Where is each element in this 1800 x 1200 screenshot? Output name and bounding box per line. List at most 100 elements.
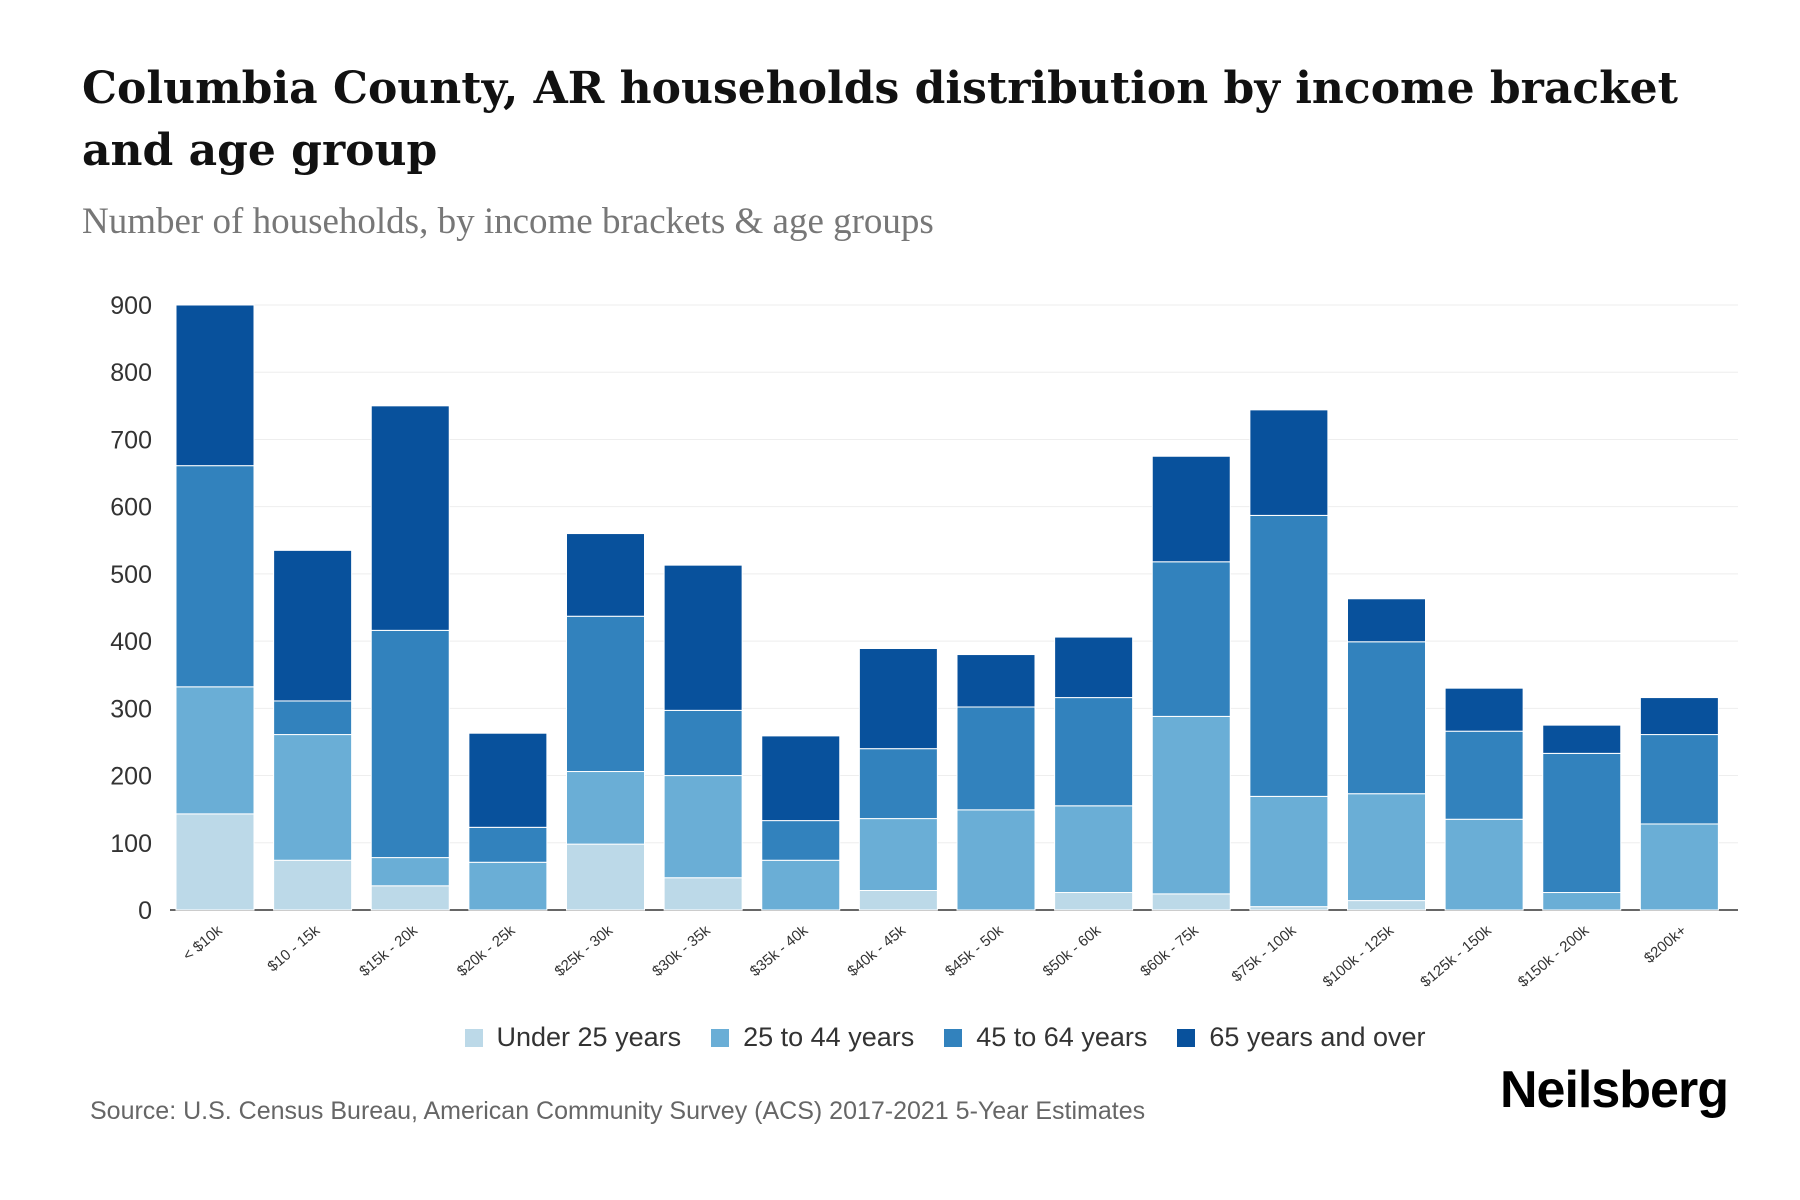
- x-tick-label: $10 - 15k: [264, 922, 323, 976]
- x-tick-label: $200k+: [1641, 922, 1690, 967]
- bar-segment-under-25-years: [566, 843, 645, 911]
- bar-segment-65-years-and-over: [175, 304, 255, 467]
- bar-segment-under-25-years: [1347, 900, 1426, 911]
- bar-segment-65-years-and-over: [1347, 598, 1426, 643]
- bar-segment-45-to-64-years: [663, 709, 743, 777]
- y-tick-label: 500: [110, 561, 152, 589]
- bar-segment-25-to-44-years: [1151, 715, 1231, 895]
- bar-segment-45-to-64-years: [468, 826, 548, 863]
- y-tick-label: 600: [110, 494, 152, 522]
- x-tick-label: $35k - 40k: [747, 922, 812, 980]
- bar-segment-65-years-and-over: [1054, 636, 1134, 699]
- bar-segment-65-years-and-over: [273, 549, 353, 702]
- neilsberg-logo: Neilsberg: [1500, 1061, 1729, 1119]
- x-tick-label: $60k - 75k: [1137, 922, 1202, 980]
- bar-segment-65-years-and-over: [1542, 724, 1622, 754]
- legend-label: 45 to 64 years: [976, 1022, 1148, 1052]
- bar-segment-25-to-44-years: [761, 859, 841, 911]
- x-tick-label: < $10k: [180, 922, 226, 965]
- bar-segment-65-years-and-over: [761, 735, 841, 822]
- bar-segment-under-25-years: [175, 813, 255, 911]
- x-tick-label: $30k - 35k: [649, 922, 714, 980]
- y-tick-label: 400: [110, 628, 152, 656]
- y-tick-label: 700: [110, 426, 152, 454]
- chart-title: Columbia County, AR households distribut…: [82, 63, 1678, 176]
- y-tick-label: 100: [110, 830, 152, 858]
- bar-segment-under-25-years: [273, 859, 353, 911]
- bar-segment-45-to-64-years: [370, 629, 450, 859]
- bar-segment-25-to-44-years: [1347, 793, 1426, 902]
- bar-segment-45-to-64-years: [273, 700, 353, 736]
- bar-segment-45-to-64-years: [956, 706, 1036, 811]
- y-tick-label: 900: [110, 292, 152, 320]
- bar-segment-25-to-44-years: [175, 686, 255, 815]
- bar-segment-65-years-and-over: [566, 533, 645, 617]
- y-tick-label: 300: [110, 695, 152, 723]
- bar-segment-25-to-44-years: [663, 775, 743, 879]
- chart-subtitle: Number of households, by income brackets…: [82, 201, 934, 242]
- bar-segment-25-to-44-years: [956, 809, 1036, 911]
- bar-segment-45-to-64-years: [175, 465, 255, 688]
- legend: Under 25 years 25 to 44 years 45 to 64 yea…: [0, 1022, 1800, 1053]
- bar-segment-65-years-and-over: [663, 564, 743, 711]
- legend-label: Under 25 years: [496, 1022, 682, 1052]
- bar-segment-45-to-64-years: [1151, 561, 1231, 717]
- legend-label: 65 years and over: [1209, 1022, 1426, 1052]
- legend-item: 25 to 44 years: [711, 1022, 914, 1053]
- bar-segment-25-to-44-years: [1639, 823, 1719, 911]
- x-tick-label: $45k - 50k: [942, 922, 1007, 980]
- x-tick-label: $15k - 20k: [356, 922, 421, 980]
- legend-swatch: [711, 1028, 730, 1047]
- legend-item: 65 years and over: [1177, 1022, 1426, 1053]
- legend-swatch: [464, 1028, 483, 1047]
- bar-segment-25-to-44-years: [1054, 805, 1134, 894]
- legend-swatch: [1177, 1028, 1196, 1047]
- bar-segment-45-to-64-years: [1249, 514, 1329, 797]
- bar-segment-25-to-44-years: [1542, 892, 1622, 911]
- x-tick-label: $100k - 125k: [1320, 922, 1398, 991]
- x-tick-label: $25k - 30k: [551, 922, 616, 980]
- bar-segment-under-25-years: [370, 885, 450, 911]
- bar-segment-65-years-and-over: [1249, 409, 1329, 516]
- bar-segment-25-to-44-years: [468, 861, 548, 911]
- x-tick-label: $75k - 100k: [1228, 922, 1299, 986]
- x-tick-label: $50k - 60k: [1040, 922, 1105, 980]
- bar-segment-under-25-years: [1054, 892, 1134, 911]
- legend-item: Under 25 years: [464, 1022, 682, 1053]
- bar-segment-25-to-44-years: [1444, 818, 1524, 911]
- bar-segment-65-years-and-over: [1151, 455, 1231, 563]
- bar-segment-under-25-years: [663, 877, 743, 911]
- bar-segment-65-years-and-over: [1639, 697, 1719, 736]
- y-tick-label: 0: [138, 897, 152, 925]
- bar-segment-65-years-and-over: [370, 405, 450, 631]
- bar-segment-under-25-years: [1249, 906, 1329, 911]
- bar-segment-under-25-years: [1151, 893, 1231, 911]
- bar-segment-65-years-and-over: [1444, 687, 1524, 732]
- bar-segment-45-to-64-years: [1639, 734, 1719, 825]
- bar-segment-25-to-44-years: [273, 734, 353, 861]
- x-tick-label: $40k - 45k: [844, 922, 909, 980]
- x-tick-label: $20k - 25k: [454, 922, 519, 980]
- legend-item: 45 to 64 years: [944, 1022, 1147, 1053]
- source-note: Source: U.S. Census Bureau, American Com…: [90, 1097, 1146, 1125]
- legend-label: 25 to 44 years: [743, 1022, 915, 1052]
- bar-segment-45-to-64-years: [1347, 641, 1426, 795]
- y-tick-label: 800: [110, 359, 152, 387]
- bar-segment-25-to-44-years: [1249, 795, 1329, 908]
- bar-segment-25-to-44-years: [566, 771, 645, 845]
- bar-segment-45-to-64-years: [761, 820, 841, 861]
- bar-segment-25-to-44-years: [370, 857, 450, 887]
- legend-swatch: [944, 1028, 963, 1047]
- stacked-bar-chart: 0 100 200 300 400 500 600 700 800 900 < $10k $10 -…: [110, 292, 1738, 991]
- bar-segment-45-to-64-years: [1444, 730, 1524, 820]
- bar-segment-25-to-44-years: [858, 818, 938, 892]
- bar-segment-65-years-and-over: [956, 654, 1036, 708]
- y-tick-label: 200: [110, 763, 152, 791]
- bar-segment-65-years-and-over: [858, 648, 938, 750]
- bar-segment-under-25-years: [858, 890, 938, 911]
- bar-segment-45-to-64-years: [566, 615, 645, 773]
- x-tick-label: $125k - 150k: [1417, 922, 1495, 991]
- bar-segment-45-to-64-years: [858, 748, 938, 820]
- bar-segment-45-to-64-years: [1054, 697, 1134, 807]
- bar-segment-65-years-and-over: [468, 732, 548, 828]
